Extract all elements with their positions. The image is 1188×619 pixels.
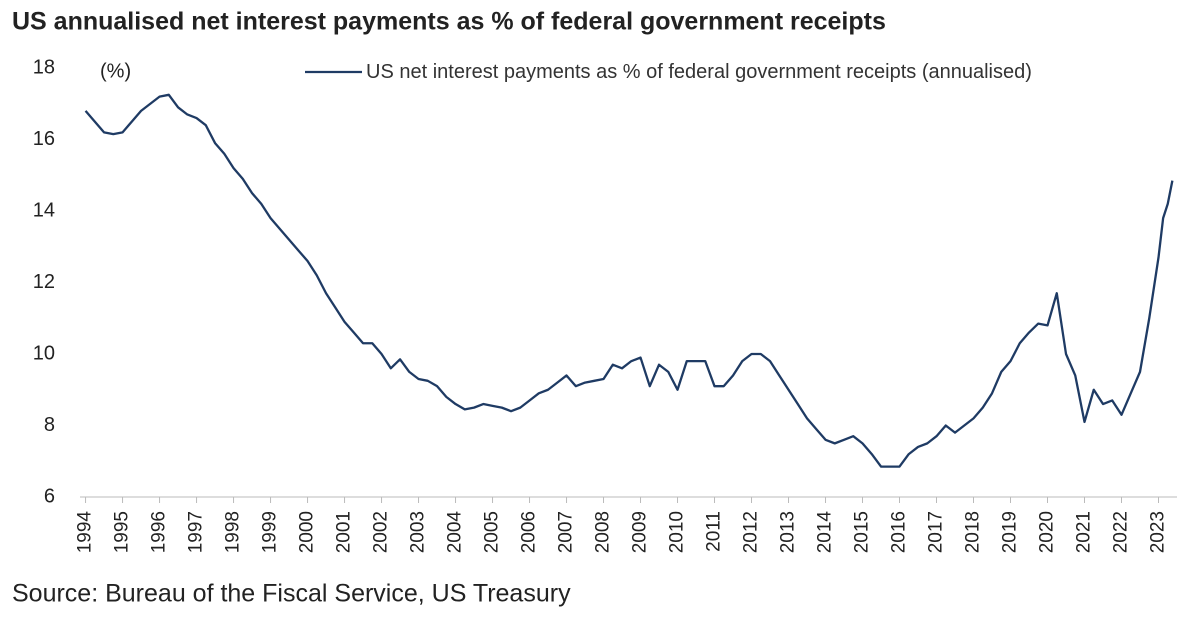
- y-tick-label: 18: [33, 56, 55, 78]
- y-tick-label: 8: [44, 414, 55, 436]
- legend-label: US net interest payments as % of federal…: [366, 61, 1032, 83]
- x-tick-label: 2009: [630, 511, 651, 553]
- chart-title: US annualised net interest payments as %…: [12, 8, 886, 36]
- y-tick-label: 10: [33, 342, 55, 364]
- x-tick-label: 2020: [1037, 511, 1058, 553]
- x-tick-label: 2012: [741, 511, 762, 553]
- x-tick-label: 2008: [593, 511, 614, 553]
- y-tick-label: 6: [44, 485, 55, 507]
- x-tick-label: 2003: [408, 511, 429, 553]
- x-tick-label: 2022: [1111, 511, 1132, 553]
- x-tick-label: 2006: [519, 511, 540, 553]
- x-tick-label: 2011: [704, 511, 725, 552]
- y-tick-label: 14: [33, 199, 55, 221]
- x-tick-label: 1995: [112, 511, 133, 553]
- x-tick-label: 2010: [667, 511, 688, 553]
- x-tick-label: 2013: [778, 511, 799, 553]
- x-tick-label: 2018: [963, 511, 984, 553]
- x-tick-label: 2000: [297, 511, 318, 553]
- x-tick-label: 1996: [149, 511, 170, 553]
- source: Source: Bureau of the Fiscal Service, US…: [12, 580, 571, 608]
- x-tick-label: 1998: [223, 511, 244, 553]
- series-line: [84, 93, 1174, 468]
- x-tick-label: 2001: [334, 511, 355, 553]
- y-unit: (%): [100, 60, 131, 82]
- x-tick-label: 2019: [1000, 511, 1021, 553]
- x-tick-label: 2016: [889, 511, 910, 553]
- x-tick-label: 1999: [260, 511, 281, 553]
- x-tick-label: 2005: [482, 511, 503, 553]
- x-tick-label: 2015: [852, 511, 873, 553]
- x-tick-label: 2004: [445, 511, 466, 554]
- x-tick-label: 2023: [1148, 511, 1169, 553]
- x-tick-label: 1997: [186, 511, 207, 553]
- x-tick-label: 2007: [556, 511, 577, 553]
- y-tick-label: 12: [33, 271, 55, 293]
- x-tick-label: 2021: [1074, 511, 1095, 553]
- x-tick-label: 2014: [815, 511, 836, 554]
- x-tick-label: 2017: [926, 511, 947, 553]
- x-tick-label: 2002: [371, 511, 392, 553]
- y-tick-label: 16: [33, 128, 55, 150]
- x-tick-label: 1994: [75, 511, 96, 554]
